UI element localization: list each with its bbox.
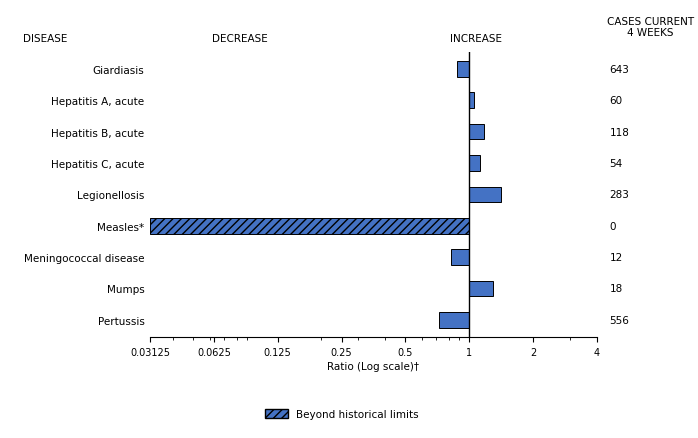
Text: 12: 12 [609,252,623,262]
Text: DECREASE: DECREASE [211,34,267,44]
Bar [469,156,480,171]
Text: 283: 283 [609,190,630,200]
Text: 118: 118 [609,127,630,138]
Bar [439,312,469,328]
Text: DISEASE: DISEASE [23,34,67,44]
Bar [469,281,493,297]
Text: INCREASE: INCREASE [450,34,502,44]
X-axis label: Ratio (Log scale)†: Ratio (Log scale)† [327,361,419,371]
Text: 556: 556 [609,315,630,325]
Text: 643: 643 [609,65,630,75]
Bar [451,250,469,265]
Text: 0: 0 [609,221,616,231]
Text: CASES CURRENT
4 WEEKS: CASES CURRENT 4 WEEKS [607,17,694,39]
Bar [469,187,501,203]
Text: 60: 60 [609,96,623,106]
Bar [469,93,474,109]
Text: 18: 18 [609,284,623,294]
Text: 54: 54 [609,159,623,169]
Bar [469,124,484,140]
Legend: Beyond historical limits: Beyond historical limits [261,405,423,423]
Bar [150,219,469,234]
Bar [457,62,469,78]
